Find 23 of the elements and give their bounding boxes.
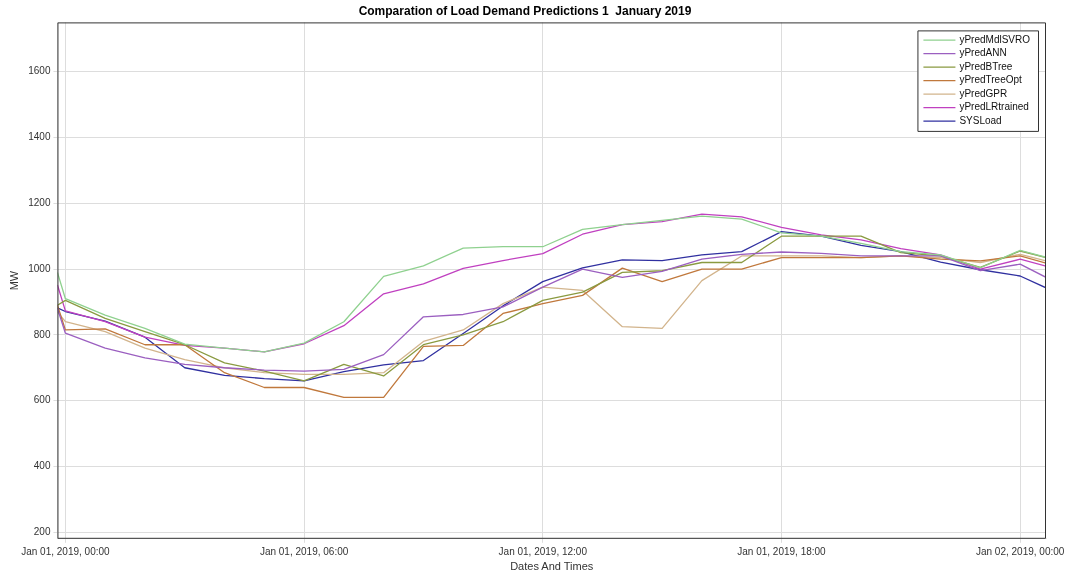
legend-label: yPredBTree xyxy=(959,60,1013,72)
y-axis-title: MW xyxy=(7,270,20,291)
legend-label: yPredTreeOpt xyxy=(959,74,1023,86)
legend-label: yPredGPR xyxy=(959,87,1008,99)
x-tick-label: Jan 01, 2019, 06:00 xyxy=(259,545,349,557)
y-tick-label: 1600 xyxy=(28,65,51,77)
x-tick-label: Jan 02, 2019, 00:00 xyxy=(975,545,1065,557)
x-axis-title: Dates And Times xyxy=(510,560,594,573)
y-tick-label: 200 xyxy=(33,525,51,537)
y-tick-label: 1000 xyxy=(28,262,51,274)
legend-label: yPredANN xyxy=(959,47,1007,59)
x-tick-label: Jan 01, 2019, 12:00 xyxy=(498,545,588,557)
y-tick-label: 400 xyxy=(33,460,51,472)
y-tick-label: 800 xyxy=(33,328,51,340)
chart-title: Comparation of Load Demand Predictions 1 January 2019 xyxy=(358,3,692,18)
legend-label: SYSLoad xyxy=(959,114,1002,126)
y-tick-label: 1200 xyxy=(28,197,51,209)
legend-label: yPredLRtrained xyxy=(959,101,1029,113)
x-tick-label: Jan 01, 2019, 00:00 xyxy=(21,545,111,557)
y-tick-label: 1400 xyxy=(28,131,51,143)
x-tick-label: Jan 01, 2019, 18:00 xyxy=(737,545,827,557)
y-tick-label: 600 xyxy=(33,394,51,406)
legend-label: yPredMdlSVRO xyxy=(959,33,1031,45)
